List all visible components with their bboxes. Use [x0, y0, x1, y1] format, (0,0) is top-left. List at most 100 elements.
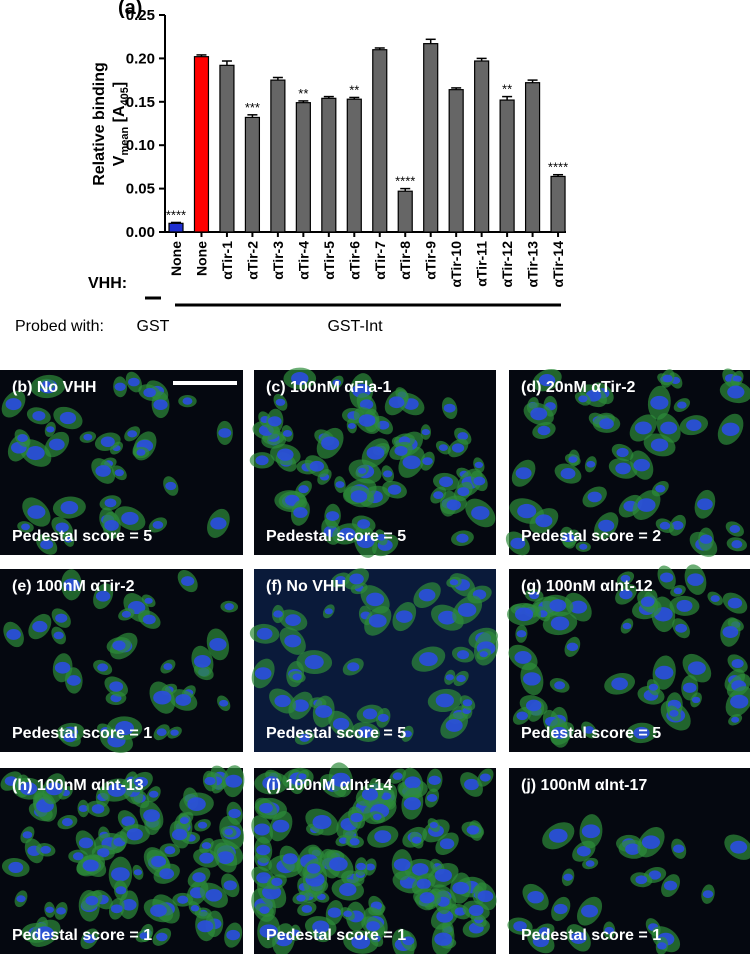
- nucleus: [143, 387, 156, 398]
- nucleus: [309, 460, 325, 472]
- nucleus: [114, 382, 126, 391]
- nucleus: [59, 411, 77, 425]
- nucleus: [477, 890, 494, 903]
- nucleus: [377, 420, 390, 430]
- nucleus: [301, 904, 313, 913]
- bar: [423, 43, 439, 233]
- nucleus: [548, 828, 568, 843]
- nucleus: [515, 467, 532, 480]
- bar: [270, 79, 286, 233]
- nucleus: [530, 407, 548, 421]
- nucleus: [134, 776, 148, 788]
- nucleus: [710, 595, 720, 603]
- x-tick-label: αTir-4: [295, 241, 311, 280]
- nucleus: [648, 683, 659, 691]
- bar: [321, 97, 337, 233]
- nucleus: [474, 461, 484, 469]
- category-heading: VHH:: [88, 275, 127, 292]
- nucleus: [159, 868, 175, 880]
- nucleus: [657, 942, 667, 950]
- nucleus: [205, 888, 223, 902]
- nucleus: [676, 599, 693, 612]
- nucleus: [292, 699, 309, 712]
- nucleus: [659, 521, 671, 530]
- nucleus: [457, 603, 477, 617]
- bar: [474, 60, 490, 233]
- nucleus: [153, 399, 168, 411]
- nucleus: [327, 907, 342, 918]
- nucleus: [434, 932, 453, 946]
- nucleus: [358, 467, 367, 474]
- nucleus: [19, 782, 38, 796]
- x-tick-label: αTir-6: [346, 241, 362, 280]
- nucleus: [268, 416, 282, 427]
- nucleus: [193, 654, 211, 668]
- nucleus: [121, 610, 131, 618]
- nucleus: [560, 468, 576, 480]
- nucleus: [82, 859, 99, 872]
- nucleus: [83, 934, 96, 944]
- nucleus: [422, 457, 433, 466]
- nucleus: [21, 523, 30, 531]
- nucleus: [731, 658, 744, 669]
- y-axis-label-2: Vmean [A405]: [111, 82, 131, 166]
- nucleus: [254, 823, 271, 836]
- nucleus: [121, 511, 139, 525]
- nucleus: [204, 776, 216, 786]
- nucleus: [324, 608, 333, 615]
- nucleus: [514, 607, 534, 622]
- nucleus: [197, 920, 214, 933]
- nucleus: [451, 443, 465, 453]
- x-tick-label: αTir-1: [219, 241, 235, 280]
- nucleus: [26, 446, 45, 461]
- nucleus: [95, 590, 111, 602]
- nucleus: [332, 379, 342, 386]
- nucleus: [107, 783, 126, 797]
- nucleus: [697, 498, 713, 511]
- nucleus: [256, 844, 271, 856]
- ylabel-sub: 405: [119, 87, 131, 105]
- panel-title: (d) 20nM αTir-2: [521, 379, 636, 396]
- nucleus: [479, 651, 488, 658]
- x-tick-label: αTir-14: [550, 241, 566, 288]
- nucleus: [164, 846, 176, 855]
- nucleus: [428, 775, 441, 786]
- nucleus: [139, 932, 149, 940]
- bar: [346, 98, 362, 233]
- nucleus: [662, 374, 673, 383]
- nucleus: [435, 693, 454, 708]
- nucleus: [291, 929, 300, 936]
- nucleus: [387, 484, 402, 495]
- nucleus: [335, 481, 345, 488]
- nucleus: [687, 573, 704, 586]
- nucleus: [523, 672, 541, 686]
- nucleus: [66, 675, 81, 686]
- nucleus: [514, 651, 532, 664]
- nucleus: [438, 444, 448, 452]
- nucleus: [633, 458, 650, 472]
- nucleus: [615, 462, 631, 475]
- nucleus: [128, 377, 140, 387]
- x-tick-label: αTir-13: [525, 241, 541, 288]
- nucleus: [404, 776, 421, 789]
- bar: [168, 222, 184, 233]
- bar: [499, 99, 515, 233]
- nucleus: [63, 578, 80, 591]
- significance: ****: [548, 160, 568, 175]
- nucleus: [438, 610, 457, 625]
- nucleus: [83, 433, 93, 441]
- nucleus: [329, 857, 348, 872]
- panel-label: (a): [118, 0, 142, 19]
- panel-title: (b) No VHH: [12, 379, 96, 396]
- nucleus: [446, 499, 461, 511]
- nucleus: [419, 652, 438, 667]
- nucleus: [350, 490, 368, 503]
- nucleus: [374, 830, 392, 843]
- nucleus: [583, 726, 595, 734]
- nucleus: [473, 476, 486, 486]
- panel-title: (j) 100nM αInt-17: [521, 777, 647, 794]
- pedestal-score: Pedestal score = 1: [521, 927, 661, 944]
- nucleus: [457, 650, 470, 660]
- nucleus: [104, 519, 119, 531]
